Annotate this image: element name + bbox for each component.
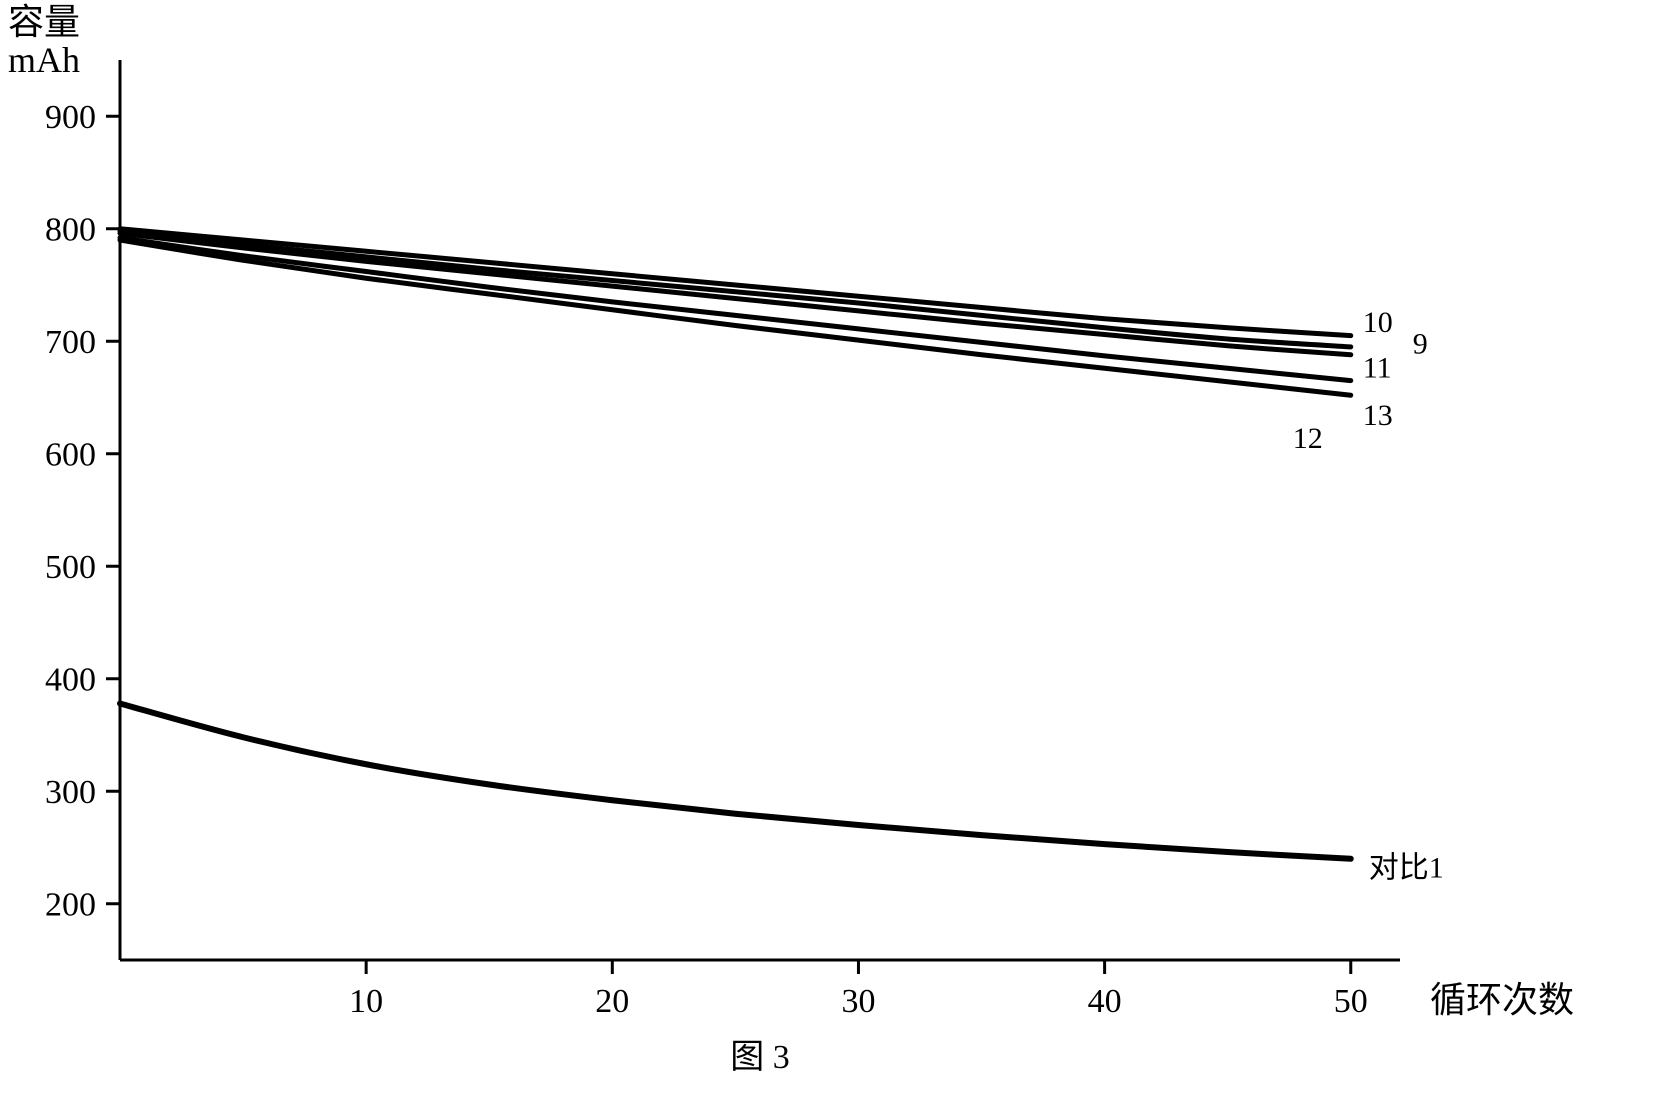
series-compare-1 (120, 704, 1351, 859)
series-11-label: 11 (1363, 351, 1392, 384)
series-9-label: 9 (1413, 327, 1428, 360)
y-axis-title-line1: 容量 (8, 2, 80, 42)
x-tick-label: 10 (349, 983, 383, 1020)
x-tick-label: 50 (1334, 983, 1368, 1020)
y-axis-title-line2: mAh (8, 40, 80, 80)
y-tick-label: 400 (45, 662, 96, 699)
series-12-label: 12 (1293, 422, 1323, 455)
y-tick-label: 300 (45, 774, 96, 811)
y-tick-label: 600 (45, 437, 96, 474)
series-compare-1-label: 对比1 (1369, 851, 1444, 884)
x-tick-label: 40 (1088, 983, 1122, 1020)
y-tick-label: 900 (45, 99, 96, 136)
y-tick-label: 500 (45, 549, 96, 586)
series-10-label: 10 (1363, 306, 1393, 339)
line-chart: 200 300 400 500 600 700 800 900 10 20 30 40 50 容量mAh 循… (0, 0, 1680, 1096)
series-13 (120, 238, 1351, 381)
y-tick-label: 800 (45, 212, 96, 249)
figure-caption: 图 3 (730, 1039, 790, 1076)
series-13-label: 13 (1363, 399, 1393, 432)
y-tick-label: 700 (45, 324, 96, 361)
series-9 (120, 231, 1351, 347)
series-10 (120, 229, 1351, 336)
x-tick-label: 30 (841, 983, 875, 1020)
chart-container: 200 300 400 500 600 700 800 900 10 20 30 40 50 容量mAh 循… (0, 0, 1680, 1096)
x-axis-title: 循环次数 (1430, 980, 1574, 1020)
x-tick-label: 20 (595, 983, 629, 1020)
y-tick-label: 200 (45, 887, 96, 924)
